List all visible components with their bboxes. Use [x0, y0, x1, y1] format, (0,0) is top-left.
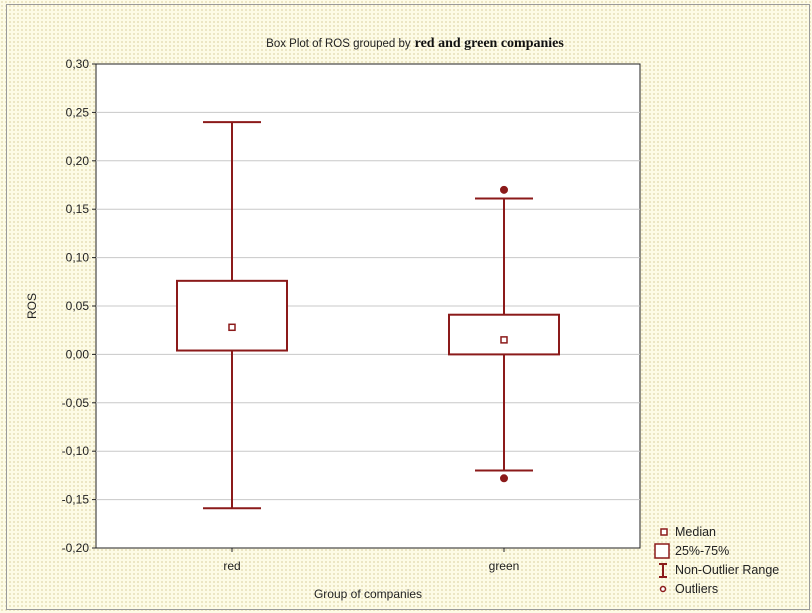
outlier-point — [500, 185, 508, 194]
legend-box-icon — [654, 543, 670, 559]
y-tick-label: 0,20 — [66, 154, 90, 168]
outlier-point — [500, 474, 508, 483]
y-tick-label: 0,10 — [66, 251, 90, 265]
chart-title-prefix: Box Plot of ROS grouped by — [266, 38, 411, 50]
legend-entry-label: 25%-75% — [675, 544, 729, 558]
box-red — [176, 121, 288, 510]
box-green — [448, 185, 560, 483]
y-axis-ticks: 0,30 0,25 0,20 0,15 0,10 0,05 0,00 -0,05 -0,10 -0… — [62, 57, 96, 555]
median-marker — [228, 323, 236, 332]
y-tick-label: -0,05 — [62, 396, 90, 410]
y-tick-label: -0,15 — [62, 493, 90, 507]
boxes — [176, 121, 560, 510]
legend-entry-label: Outliers — [675, 582, 718, 596]
y-tick-label: 0,00 — [66, 347, 90, 361]
x-tick-label: red — [223, 559, 240, 573]
x-axis-ticks: red green — [223, 548, 519, 573]
chart-frame — [6, 4, 810, 610]
chart-title: Box Plot of ROS grouped by red and green … — [266, 36, 564, 51]
y-axis-label: ROS — [25, 293, 39, 319]
legend-median-icon — [660, 528, 668, 536]
legend: Median 25%-75% Non-Outlier Range Outliers — [654, 525, 779, 596]
y-tick-label: 0,15 — [66, 202, 90, 216]
legend-entry-label: Non-Outlier Range — [675, 563, 779, 577]
x-axis-label: Group of companies — [314, 587, 422, 601]
y-tick-label: -0,10 — [62, 444, 90, 458]
y-tick-label: 0,25 — [66, 105, 90, 119]
y-tick-label: 0,30 — [66, 57, 90, 71]
y-tick-label: -0,20 — [62, 541, 90, 555]
chart-title-emphasis: red and green companies — [415, 36, 565, 51]
iqr-box — [448, 313, 560, 356]
legend-entry-label: Median — [675, 525, 716, 539]
iqr-box — [176, 279, 288, 352]
median-marker — [500, 336, 508, 344]
x-tick-label: green — [489, 559, 520, 573]
y-tick-label: 0,05 — [66, 299, 90, 313]
legend-outlier-icon — [659, 585, 667, 593]
